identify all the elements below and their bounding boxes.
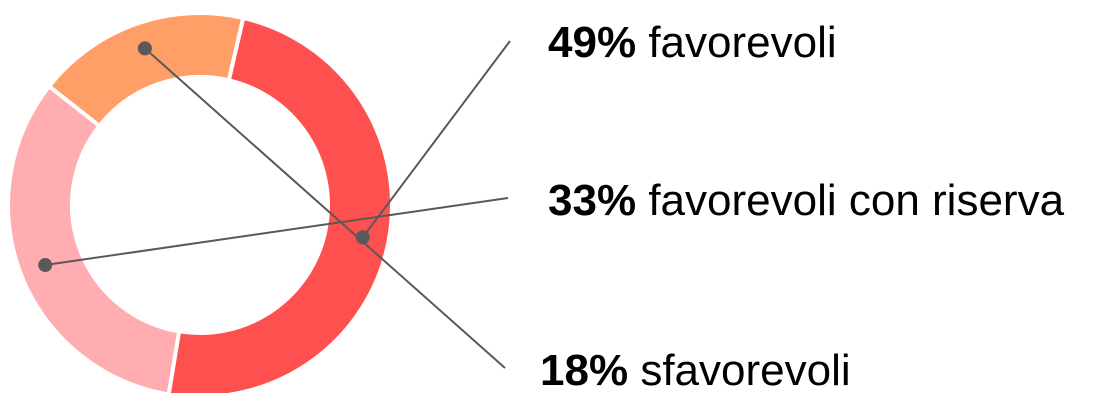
- slice-label-sfavorevoli: 18% sfavorevoli: [540, 346, 851, 393]
- donut-slice-favorevoli-con-riserva: [6, 84, 182, 393]
- leader-line-favorevoli-con-riserva: [45, 197, 509, 267]
- donut-slices: [6, 11, 394, 393]
- slice-labels: 49% favorevoli 33% favorevoli con riserv…: [540, 18, 1065, 393]
- leader-line-favorevoli: [362, 40, 511, 238]
- donut-slice-favorevoli: [166, 15, 394, 393]
- donut-slice-sfavorevoli: [47, 11, 246, 128]
- leader-dot-favorevoli-con-riserva: [38, 258, 53, 273]
- leader-line-sfavorevoli: [144, 47, 506, 369]
- slice-label-favorevoli-con-riserva: 33% favorevoli con riserva: [548, 176, 1065, 225]
- slice-label-favorevoli: 49% favorevoli: [548, 18, 837, 67]
- leader-dot-sfavorevoli: [137, 41, 152, 56]
- leader-lines: [38, 40, 511, 369]
- leader-dot-favorevoli: [355, 230, 370, 245]
